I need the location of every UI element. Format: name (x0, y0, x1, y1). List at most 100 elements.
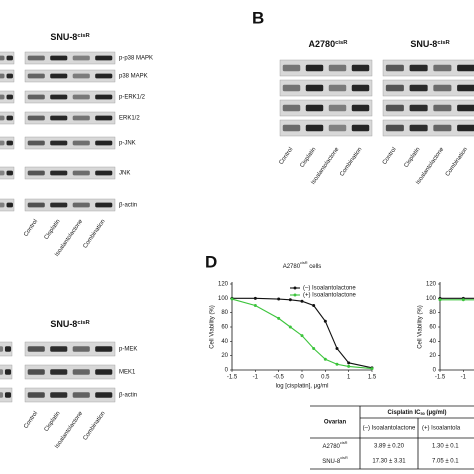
blot-band (27, 140, 45, 146)
x-tick-label: 1.5 (368, 375, 377, 381)
cell-line-label-sup: cisR (77, 33, 90, 39)
blot-band (27, 73, 45, 79)
y-axis-label: Cell Viability (%) (418, 305, 424, 349)
blot-band (457, 104, 474, 112)
blot-band (50, 55, 68, 61)
blot-band (50, 369, 68, 375)
blot-strip (24, 364, 116, 380)
blot-band (282, 84, 301, 92)
blot-band (50, 392, 68, 398)
data-point (335, 362, 339, 366)
blot-band (4, 346, 12, 352)
blot-band (72, 94, 90, 100)
blot-band (50, 115, 68, 121)
y-tick-label: 100 (218, 296, 229, 302)
lane-label: Control (23, 219, 39, 238)
row-label: p-ERK1/2 (119, 95, 146, 101)
data-point (277, 316, 281, 320)
series-line (231, 298, 373, 370)
table-header-base: Cisplatin IC (387, 410, 421, 416)
blot-band (282, 104, 301, 112)
cell-line-label: SNU-8cisR (50, 319, 90, 329)
blot-band (27, 369, 45, 375)
blot-strip (24, 341, 116, 357)
legend-label: (+) Isoalantolactone (303, 293, 357, 299)
blot-band (457, 64, 474, 72)
blot-band (72, 115, 90, 121)
table-cell-base: A2780 (323, 444, 341, 450)
blot-band (95, 202, 113, 208)
legend-marker (293, 293, 297, 297)
row-label: β-actin (119, 203, 137, 209)
legend-label: (–) Isoalantolactone (303, 286, 356, 292)
blot-band (95, 369, 113, 375)
blot-band (72, 140, 90, 146)
lane-label: Cisplatin (403, 147, 421, 169)
y-tick-label: 60 (221, 325, 228, 331)
blot-band (351, 84, 370, 92)
blot-strip (24, 90, 116, 104)
y-tick-label: 40 (221, 339, 228, 345)
blot-band (457, 124, 474, 132)
data-point (253, 304, 257, 307)
y-tick-label: 0 (433, 368, 437, 374)
row-label: p38 MAPK (119, 74, 148, 80)
blot-band (95, 94, 113, 100)
data-point (347, 361, 351, 365)
blot-strip (279, 119, 373, 137)
data-point (370, 367, 374, 371)
data-point (461, 298, 465, 302)
data-point (288, 325, 292, 329)
blot-band (282, 124, 301, 132)
blot-strip (24, 111, 116, 125)
chart-title-sup: cisR (300, 260, 308, 265)
blot-band (6, 94, 13, 100)
blot-band (0, 170, 5, 176)
table-header: Ovarian (324, 420, 347, 426)
y-tick-label: 120 (218, 282, 229, 288)
y-tick-label: 60 (429, 325, 436, 331)
data-point (288, 298, 292, 302)
blot-strip (24, 69, 116, 83)
data-point (300, 299, 304, 303)
blot-band (72, 55, 90, 61)
panel-label: B (252, 8, 264, 27)
blot-band (95, 140, 113, 146)
blot-band (328, 84, 347, 92)
table-header: Cisplatin IC50 (μg/ml) (387, 410, 446, 416)
blot-band (72, 346, 90, 352)
x-tick-label: -1.5 (227, 375, 238, 381)
blot-band (6, 202, 13, 208)
cell-line-label-base: SNU-8 (50, 32, 77, 42)
blot-band (4, 392, 12, 398)
blot-band (328, 124, 347, 132)
cell-line-label-sup: cisR (77, 320, 90, 326)
cell-line-label-base: A2780 (309, 39, 336, 49)
blot-band (433, 104, 452, 112)
table-rule (359, 406, 419, 469)
blot-band (385, 64, 404, 72)
lane-label: Control (23, 411, 39, 430)
blot-strip (382, 59, 474, 77)
blot-band (0, 392, 4, 398)
x-tick-label: 0.5 (321, 375, 330, 381)
blot-strip (24, 387, 116, 403)
blot-band (95, 115, 113, 121)
table-cell: 17.30 ± 3.31 (372, 459, 406, 465)
row-label: p-JNK (119, 141, 136, 147)
blot-strip (24, 198, 116, 212)
blot-band (457, 84, 474, 92)
blot-band (95, 73, 113, 79)
lane-label: Cisplatin (299, 147, 317, 169)
blot-band (4, 369, 12, 375)
y-tick-label: 40 (429, 339, 436, 345)
cell-line-label-base: SNU-8 (410, 39, 437, 49)
lane-label: Cisplatin (44, 219, 62, 241)
table-cell: SNU-8cisR (322, 455, 348, 465)
blot-band (95, 170, 113, 176)
y-tick-label: 120 (426, 282, 437, 288)
blot-strip (382, 79, 474, 97)
blot-band (351, 124, 370, 132)
lane-label: Control (278, 147, 294, 166)
